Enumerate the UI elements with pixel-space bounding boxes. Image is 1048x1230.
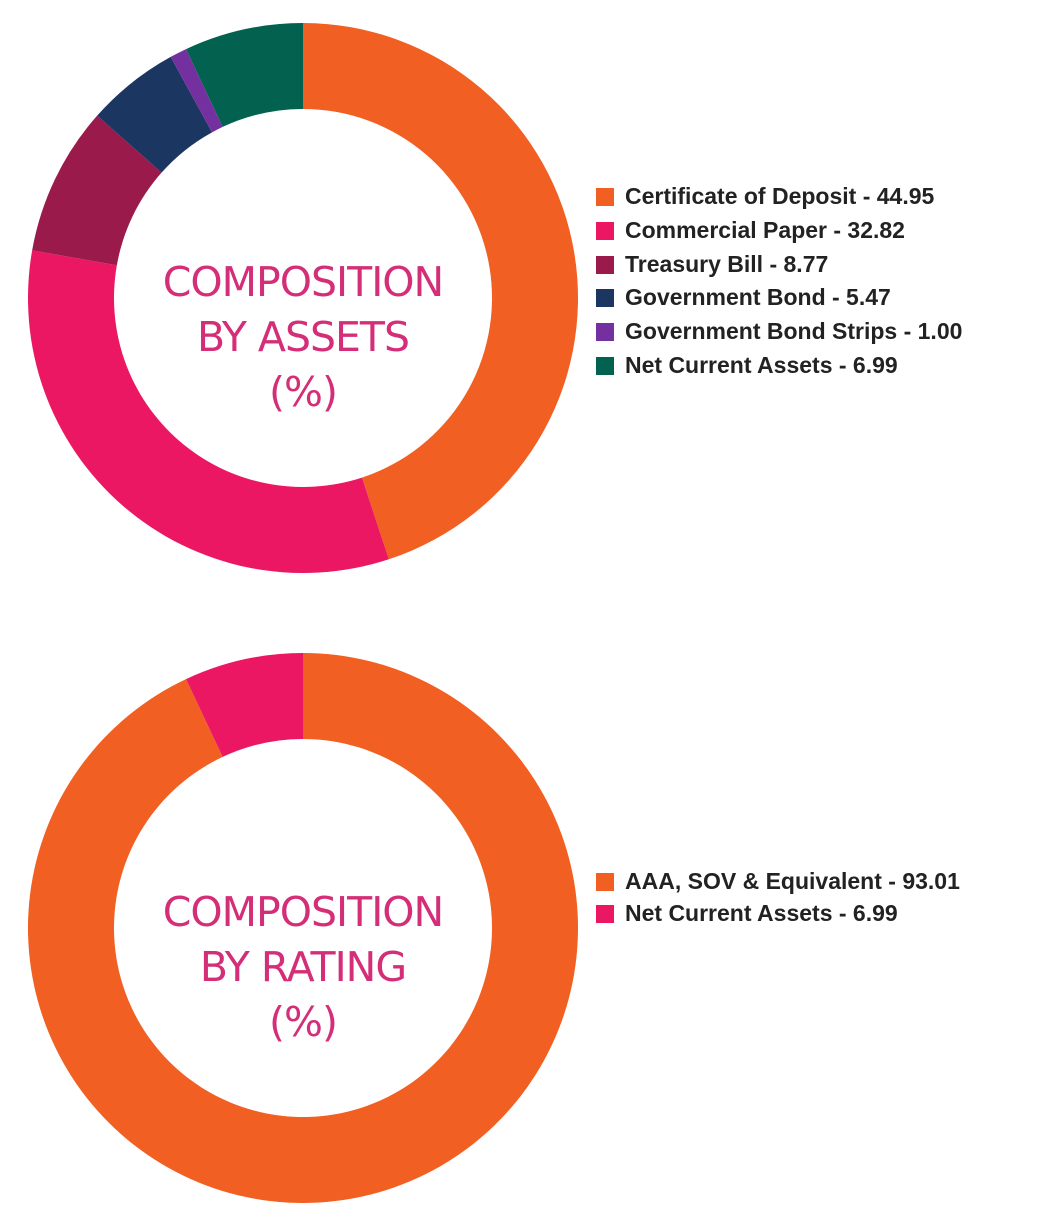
center-label-line-3: (%)	[269, 998, 338, 1046]
slice-government-bond	[97, 56, 213, 173]
legend-label: Government Bond - 5.47	[625, 284, 891, 311]
legend-assets: Certificate of Deposit - 44.95 Commercia…	[596, 180, 1036, 383]
center-label-line-2: BY RATING	[199, 943, 407, 991]
slice-government-bond-strips	[170, 49, 223, 133]
legend-item-certificate-of-deposit: Certificate of Deposit - 44.95	[596, 180, 1036, 214]
legend-item-government-bond: Government Bond - 5.47	[596, 281, 1036, 315]
slice-certificate-of-deposit	[303, 23, 578, 560]
legend-swatch	[596, 356, 614, 375]
slice-net-current-assets	[186, 653, 303, 757]
donut-chart-assets	[28, 23, 578, 573]
slice-treasury-bill	[32, 115, 162, 266]
slice-commercial-paper	[28, 250, 389, 573]
legend-label: Certificate of Deposit - 44.95	[625, 183, 935, 209]
legend-label: Net Current Assets - 6.99	[625, 900, 898, 926]
legend-swatch	[596, 255, 614, 274]
center-label-line-3: (%)	[269, 368, 338, 416]
center-label-line-1: COMPOSITION	[162, 888, 444, 936]
legend-swatch	[596, 221, 614, 240]
legend-swatch	[596, 323, 614, 342]
legend-label: AAA, SOV & Equivalent - 93.01	[625, 868, 960, 894]
slice-net-current-assets	[186, 23, 303, 127]
legend-item-net-current-assets: Net Current Assets - 6.99	[596, 897, 1036, 931]
legend-label: Treasury Bill - 8.77	[625, 250, 829, 277]
legend-swatch	[596, 905, 614, 923]
donut-chart-rating	[28, 653, 579, 1203]
legend-label: Government Bond Strips - 1.00	[625, 318, 963, 345]
legend-rating: AAA, SOV & Equivalent - 93.01 Net Curren…	[596, 865, 1036, 931]
legend-swatch	[596, 188, 614, 206]
legend-item-net-current-assets: Net Current Assets - 6.99	[596, 349, 1036, 383]
legend-label: Net Current Assets - 6.99	[625, 351, 898, 378]
legend-item-commercial-paper: Commercial Paper - 32.82	[596, 214, 1036, 248]
legend-label: Commercial Paper - 32.82	[625, 216, 905, 243]
chart-composition-by-rating: COMPOSITION BY RATING (%) AAA, SOV & Equ…	[0, 630, 1048, 1230]
center-label-line-1: COMPOSITION	[162, 258, 444, 306]
center-label-rating: COMPOSITION BY RATING (%)	[113, 885, 493, 1050]
legend-item-government-bond-strips: Government Bond Strips - 1.00	[596, 315, 1036, 349]
center-label-line-2: BY ASSETS	[196, 313, 410, 361]
legend-swatch	[596, 873, 614, 891]
legend-item-aaa-sov-equivalent: AAA, SOV & Equivalent - 93.01	[596, 865, 985, 897]
legend-swatch	[596, 289, 614, 308]
chart-composition-by-assets: COMPOSITION BY ASSETS (%) Certificate of…	[0, 0, 1048, 600]
legend-item-treasury-bill: Treasury Bill - 8.77	[596, 248, 1036, 282]
center-label-assets: COMPOSITION BY ASSETS (%)	[113, 255, 493, 420]
slice-aaa-sov-equivalent	[28, 653, 579, 1203]
